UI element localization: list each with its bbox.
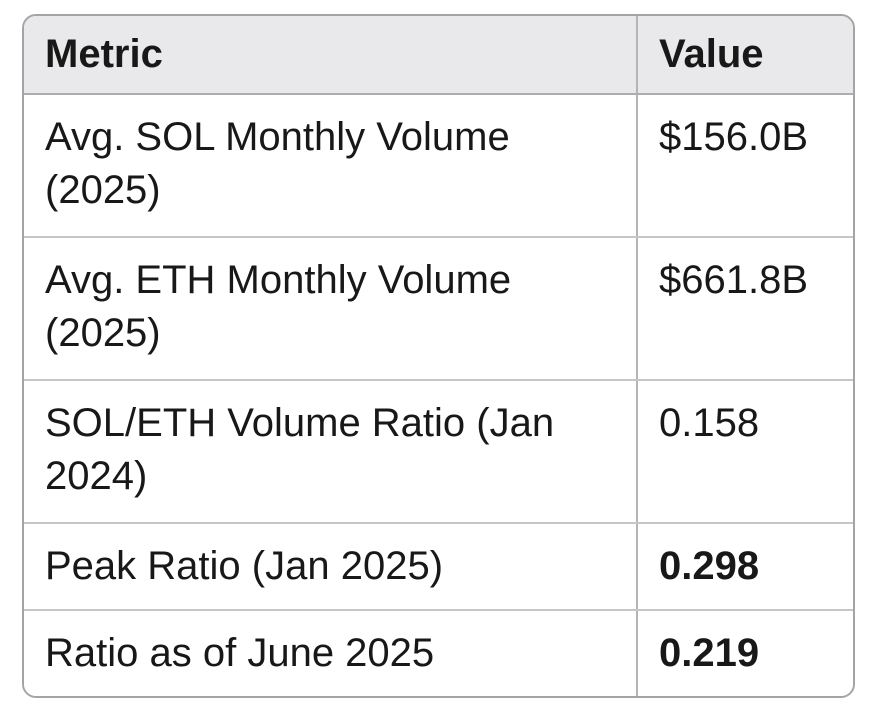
table-row: SOL/ETH Volume Ratio (Jan 2024) 0.158 — [24, 380, 853, 524]
metric-cell: SOL/ETH Volume Ratio (Jan 2024) — [24, 380, 638, 524]
value-cell: $661.8B — [637, 237, 853, 381]
header-row: Metric Value — [24, 16, 853, 95]
value-cell: 0.219 — [637, 610, 853, 696]
metrics-table-container: Metric Value Avg. SOL Monthly Volume (20… — [22, 14, 855, 698]
metric-cell: Avg. ETH Monthly Volume (2025) — [24, 237, 638, 381]
metric-cell: Avg. SOL Monthly Volume (2025) — [24, 94, 638, 238]
table-row: Avg. SOL Monthly Volume (2025) $156.0B — [24, 94, 853, 238]
table-row: Ratio as of June 2025 0.219 — [24, 610, 853, 696]
table-row: Avg. ETH Monthly Volume (2025) $661.8B — [24, 237, 853, 381]
value-cell: 0.298 — [637, 523, 853, 611]
value-cell: $156.0B — [637, 94, 853, 238]
table-body: Avg. SOL Monthly Volume (2025) $156.0B Avg… — [24, 94, 853, 696]
metric-cell: Peak Ratio (Jan 2025) — [24, 523, 638, 611]
column-header-metric: Metric — [24, 16, 638, 95]
column-header-value: Value — [637, 16, 853, 95]
metrics-table: Metric Value Avg. SOL Monthly Volume (20… — [24, 16, 853, 696]
table-row: Peak Ratio (Jan 2025) 0.298 — [24, 523, 853, 611]
metric-cell: Ratio as of June 2025 — [24, 610, 638, 696]
value-cell: 0.158 — [637, 380, 853, 524]
